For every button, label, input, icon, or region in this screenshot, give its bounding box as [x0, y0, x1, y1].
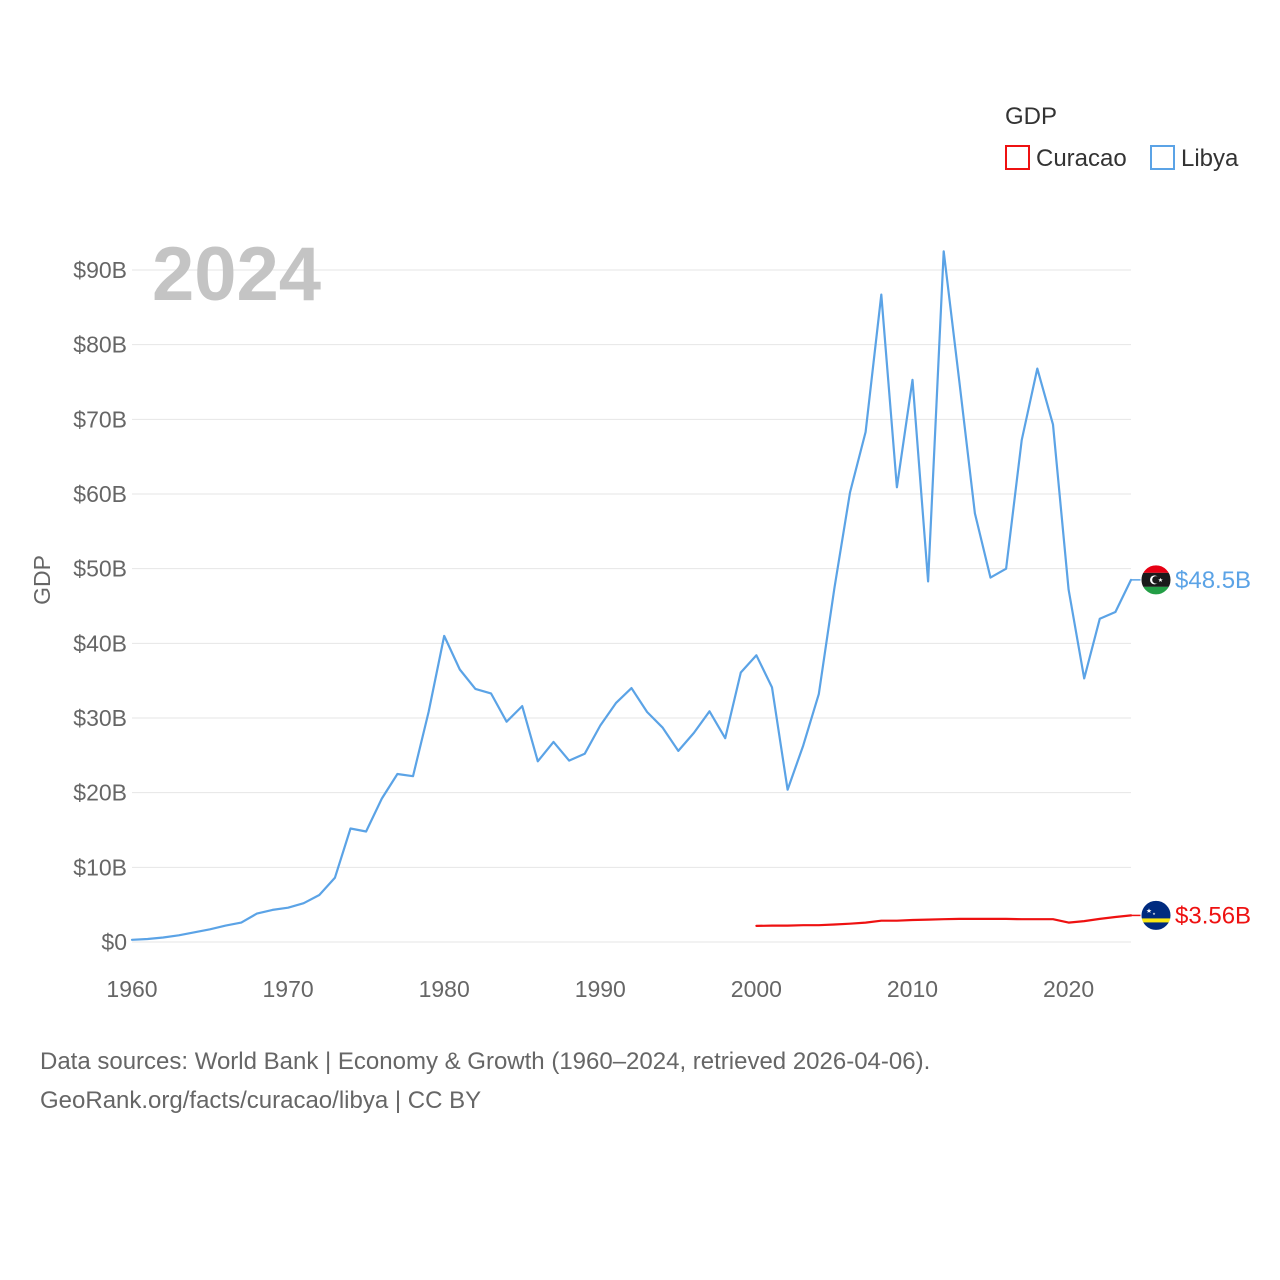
x-tick-label: 1990	[575, 976, 626, 1002]
libya-end-value: $48.5B	[1175, 567, 1251, 594]
legend-label-curacao[interactable]: Curacao	[1036, 145, 1127, 172]
y-tick-label: $60B	[73, 481, 127, 507]
curacao-end-value: $3.56B	[1175, 902, 1251, 929]
source-note: Data sources: World Bank | Economy & Gro…	[40, 1042, 930, 1120]
libya-flag-icon	[1140, 564, 1172, 596]
y-tick-label: $30B	[73, 705, 127, 731]
series-lines	[130, 250, 1133, 941]
x-tick-label: 1960	[106, 976, 157, 1002]
attribution-link[interactable]: GeoRank.org/facts/curacao/libya | CC BY	[40, 1087, 482, 1114]
x-axis-ticks: 1960 1970 1980 1990 2000 2010 2020	[106, 976, 1094, 1002]
y-tick-label: $0	[101, 929, 127, 955]
data-sources-text: Data sources: World Bank | Economy & Gro…	[40, 1048, 931, 1075]
legend-title: GDP	[1005, 103, 1057, 130]
gridlines	[132, 269, 1131, 943]
curacao-line	[755, 914, 1133, 927]
y-tick-label: $90B	[73, 257, 127, 283]
y-tick-label: $50B	[73, 556, 127, 582]
year-label: 2024	[152, 232, 321, 317]
y-tick-label: $70B	[73, 406, 127, 432]
curacao-end-marker: $3.56B	[1131, 899, 1251, 931]
y-tick-label: $20B	[73, 780, 127, 806]
legend-swatch-curacao	[1005, 145, 1030, 170]
x-tick-label: 2000	[731, 976, 782, 1002]
y-axis-title: GDP	[29, 555, 55, 605]
libya-end-marker: $48.5B	[1131, 564, 1251, 596]
legend-label-libya[interactable]: Libya	[1181, 145, 1239, 172]
x-tick-label: 2010	[887, 976, 938, 1002]
x-tick-label: 2020	[1043, 976, 1094, 1002]
x-tick-label: 1980	[419, 976, 470, 1002]
y-tick-label: $10B	[73, 854, 127, 880]
x-tick-label: 1970	[263, 976, 314, 1002]
y-tick-label: $80B	[73, 332, 127, 358]
curacao-flag-icon	[1140, 899, 1172, 931]
legend-swatch-libya	[1150, 145, 1175, 170]
y-tick-label: $40B	[73, 630, 127, 656]
legend: GDP Curacao Libya	[1005, 103, 1239, 172]
y-axis-ticks: $0 $10B $20B $30B $40B $50B $60B $70B $80B $90B	[73, 257, 127, 955]
libya-line	[130, 250, 1133, 941]
